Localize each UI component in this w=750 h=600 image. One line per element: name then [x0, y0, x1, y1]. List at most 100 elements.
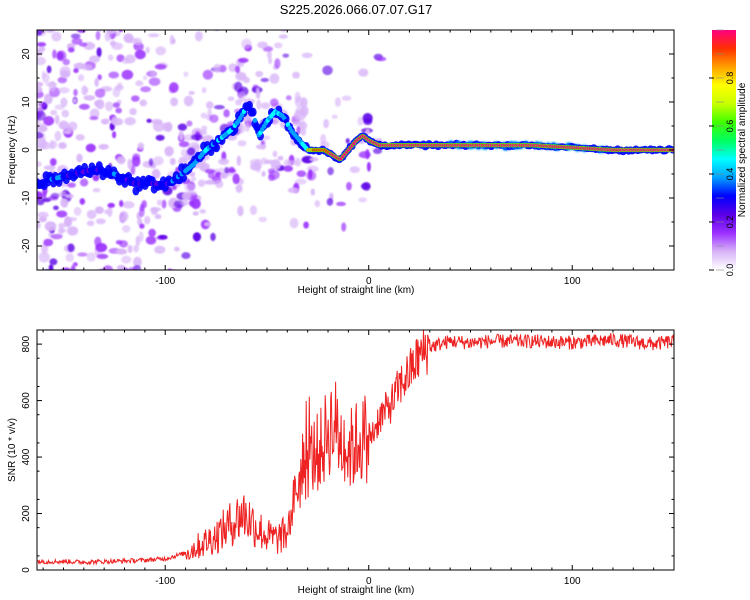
spectrogram-noise-blob	[190, 176, 197, 182]
spectrogram-noise-blob	[213, 105, 225, 110]
spectrogram-noise-blob	[326, 198, 334, 206]
snr-ytick-label: 200	[21, 505, 32, 522]
spectrogram-noise-blob	[255, 89, 261, 100]
spectrogram-noise-blob	[267, 168, 275, 174]
spectrogram-noise-blob	[283, 165, 293, 172]
spectrogram-noise-blob	[96, 253, 109, 260]
spectrogram-noise-blob	[51, 31, 62, 42]
spectrogram-noise-blob	[294, 91, 301, 103]
spectrogram-noise-blob	[192, 232, 202, 242]
spectrogram-noise-blob	[296, 170, 307, 178]
spectrogram-noise-blob	[280, 30, 288, 33]
spectrogram-noise-blob	[130, 164, 136, 175]
spectrogram-noise-blob	[171, 185, 177, 191]
spectrogram-noise-blob	[116, 156, 126, 165]
spectrogram-noise-blob	[346, 181, 352, 191]
spectrogram-noise-blob	[357, 116, 364, 126]
spectrogram-noise-blob	[75, 134, 85, 141]
spectrogram-noise-blob	[238, 57, 249, 63]
spectrogram-noise-blob	[274, 58, 281, 69]
spectrogram-noise-blob	[238, 91, 246, 102]
spectrogram-ytick-label: 10	[21, 96, 32, 108]
spectrogram-noise-blob	[331, 114, 338, 120]
spectrogram-noise-blob	[218, 158, 230, 166]
spectrogram-noise-blob	[148, 158, 154, 166]
spectrogram-noise-blob	[43, 238, 54, 247]
colorbar-tick-label: 0.4	[725, 168, 735, 181]
spectrogram-noise-blob	[150, 70, 157, 78]
spectrogram-noise-blob	[362, 113, 373, 124]
spectrogram-noise-blob	[133, 256, 142, 268]
spectrogram-noise-blob	[64, 217, 73, 228]
spectrogram-noise-blob	[43, 116, 55, 126]
colorbar-tick-label: 0.2	[725, 216, 735, 229]
spectrogram-noise-blob	[62, 58, 70, 66]
spectrogram-noise-blob	[83, 95, 96, 101]
spectrogram-noise-blob	[201, 129, 207, 136]
spectrogram-noise-blob	[107, 202, 115, 208]
spectrogram-noise-blob	[43, 93, 53, 105]
spectrogram-noise-blob	[164, 146, 174, 157]
spectrogram-ytick-label: 20	[21, 48, 32, 60]
spectrogram-noise-blob	[336, 201, 346, 207]
spectrogram-noise-blob	[144, 216, 151, 225]
spectrogram-noise-blob	[242, 76, 250, 84]
spectrogram-noise-blob	[38, 17, 47, 24]
spectrogram-ridge	[37, 100, 674, 196]
spectrogram-noise-blob	[125, 37, 138, 44]
spectrogram-noise-blob	[250, 162, 262, 171]
spectrogram-noise-blob	[107, 54, 114, 61]
spectrogram-noise-blob	[300, 126, 307, 136]
spectrogram-noise-blob	[155, 46, 167, 56]
spectrogram-noise-blob	[303, 221, 309, 229]
spectrogram-noise-blob	[124, 54, 136, 64]
spectrogram-noise-blob	[60, 267, 72, 270]
spectrogram-noise-blob	[94, 206, 104, 214]
spectrogram-noise-blob	[50, 109, 58, 116]
spectrogram-noise-blob	[111, 116, 118, 125]
spectrogram-noise-blob	[58, 228, 66, 233]
spectrogram-noise-blob	[266, 51, 272, 59]
spectrogram-noise-blob	[97, 74, 102, 81]
spectrogram-noise-blob	[162, 122, 170, 132]
spectrogram-noise-blob	[178, 141, 190, 148]
spectrogram-noise-blob	[104, 30, 111, 42]
spectrogram-noise-blob	[116, 264, 126, 270]
spectrogram-noise-blob	[334, 97, 341, 107]
spectrogram-noise-blob	[42, 72, 50, 84]
spectrogram-noise-blob	[112, 131, 117, 139]
spectrogram-noise-blob	[54, 130, 62, 142]
spectrogram-noise-blob	[358, 151, 371, 159]
snr-ytick-label: 800	[21, 335, 32, 352]
spectrogram-noise-blob	[79, 178, 89, 187]
spectrogram-noise-blob	[73, 88, 78, 97]
spectrogram-noise-blob	[137, 142, 145, 151]
spectrogram-noise-blob	[46, 65, 52, 74]
spectrogram-noise-blob	[188, 90, 195, 95]
spectrogram-noise-blob	[139, 99, 148, 107]
spectrogram-noise-blob	[51, 140, 58, 149]
spectrogram-noise-blob	[102, 265, 114, 270]
spectrogram-noise-blob	[292, 71, 300, 79]
spectrogram-noise-blob	[153, 156, 164, 166]
spectrogram-noise-blob	[268, 56, 273, 65]
spectrogram-noise-blob	[154, 245, 166, 254]
spectrogram-noise-blob	[94, 77, 99, 87]
spectrogram-noise-blob	[56, 210, 68, 218]
spectrogram-noise-blob	[245, 122, 250, 133]
spectrogram-noise-blob	[102, 30, 106, 31]
spectrogram-noise-blob	[95, 30, 101, 41]
spectrogram-noise-blob	[142, 22, 152, 30]
spectrogram-noise-blob	[37, 192, 41, 201]
spectrogram-noise-blob	[234, 12, 240, 23]
spectrogram-noise-blob	[77, 74, 85, 82]
spectrogram-noise-blob	[171, 38, 176, 44]
spectrogram-noise-blob	[234, 81, 243, 93]
spectrogram-noise-blob	[115, 248, 128, 255]
spectrogram-noise-blob	[38, 46, 46, 52]
spectrogram-noise-blob	[258, 216, 268, 223]
spectrogram-ytick-label: -10	[21, 190, 32, 205]
spectrogram-noise-blob	[72, 97, 78, 104]
spectrogram-noise-blob	[37, 110, 46, 121]
spectrogram-noise-blob	[112, 102, 121, 108]
